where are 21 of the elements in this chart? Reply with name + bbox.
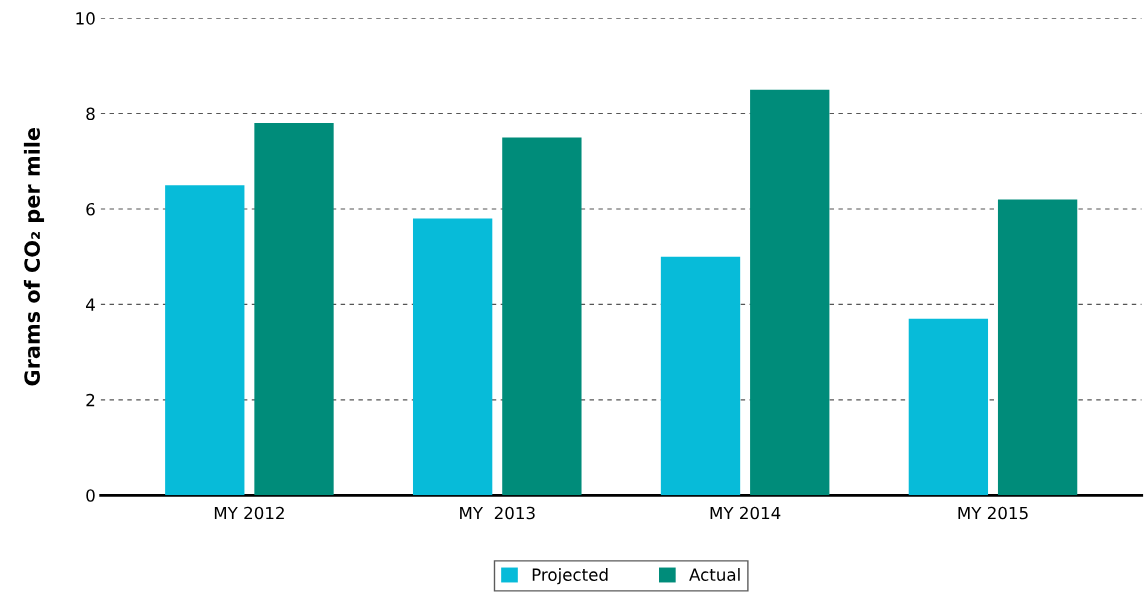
x-tick-label: MY 2014: [710, 506, 781, 520]
bar: [750, 89, 830, 496]
x-tick-label: MY 2013: [460, 506, 535, 520]
y-tick-label: 2: [86, 393, 95, 407]
bar: [412, 218, 493, 496]
y-tick-label: 8: [86, 107, 95, 121]
x-tick-label: MY 2015: [958, 506, 1028, 520]
y-tick-label: 0: [86, 489, 95, 502]
legend-label: Projected: [532, 568, 608, 585]
x-tick-label: MY 2012: [214, 506, 284, 520]
y-tick-label: 4: [86, 298, 95, 311]
bar: [254, 123, 334, 496]
y-tick-label: 6: [86, 202, 95, 216]
bar: [660, 256, 741, 496]
bar: [908, 318, 989, 496]
y-tick-label: 10: [76, 12, 95, 25]
y-axis-title: Grams of CO₂ per mile: [23, 127, 45, 386]
bar: [502, 137, 582, 496]
bar: [165, 185, 245, 496]
legend-label: Actual: [689, 568, 740, 581]
bar: [997, 199, 1078, 496]
